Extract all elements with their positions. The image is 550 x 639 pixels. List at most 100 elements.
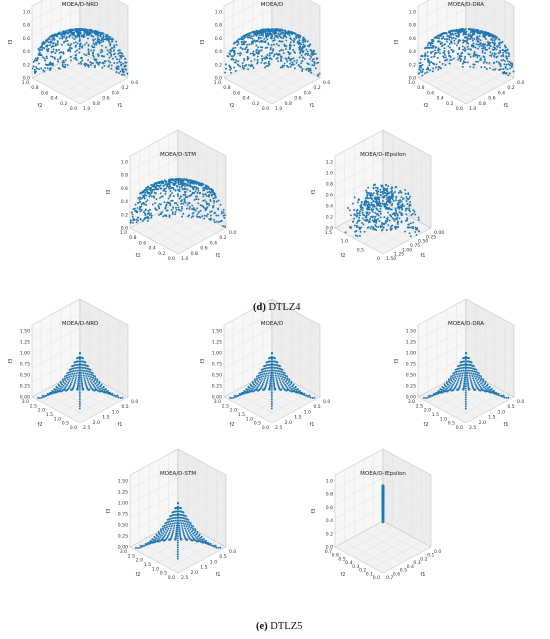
data-point	[252, 50, 255, 53]
data-point	[364, 199, 367, 202]
data-point	[167, 197, 170, 200]
data-point	[257, 380, 260, 383]
data-point	[447, 45, 450, 48]
data-point	[223, 214, 226, 217]
panel-title: MOEA/D-IEpsilon	[360, 152, 406, 158]
data-point	[498, 62, 501, 65]
y-tick-label: 0.0	[70, 425, 77, 431]
z-tick-label: 0.50	[212, 372, 222, 378]
data-point	[46, 39, 49, 42]
data-point	[168, 531, 171, 534]
data-point	[448, 52, 450, 55]
data-point	[282, 375, 284, 378]
data-point	[84, 381, 87, 384]
data-point	[269, 57, 272, 60]
data-point	[166, 525, 169, 528]
data-point	[135, 211, 138, 213]
data-point	[93, 58, 96, 61]
data-point	[170, 525, 173, 527]
data-point	[162, 532, 164, 535]
data-point	[144, 212, 147, 215]
x-axis-label: f1	[421, 253, 426, 259]
data-point	[366, 192, 369, 195]
data-point	[174, 189, 177, 192]
data-point	[32, 65, 35, 68]
data-point	[389, 228, 392, 231]
data-point	[110, 38, 113, 40]
data-point	[288, 386, 291, 389]
data-point	[356, 235, 359, 238]
x-tick-label: 0.50	[418, 239, 428, 245]
data-point	[103, 55, 106, 58]
data-point	[119, 51, 122, 54]
data-point	[382, 226, 385, 229]
data-point	[384, 192, 387, 195]
data-point	[171, 522, 174, 525]
z-tick-label: 0.0	[121, 226, 128, 232]
data-point	[82, 374, 85, 377]
data-point	[464, 405, 467, 408]
data-point	[134, 546, 137, 549]
data-point	[63, 61, 66, 64]
data-point	[50, 51, 53, 53]
data-point	[194, 529, 197, 532]
data-point	[240, 41, 243, 43]
grid-line	[354, 145, 403, 244]
x-tick-label: 0.8	[285, 101, 292, 107]
data-point	[378, 200, 381, 203]
data-point	[309, 396, 312, 399]
data-point	[373, 220, 376, 223]
grid-line	[139, 135, 188, 234]
data-point	[272, 39, 275, 42]
data-point	[420, 64, 423, 67]
data-point	[146, 192, 149, 195]
data-point	[71, 370, 73, 373]
data-point	[443, 38, 446, 41]
data-point	[318, 72, 321, 75]
data-point	[361, 207, 364, 210]
data-point	[255, 389, 258, 391]
data-point	[253, 39, 256, 42]
data-point	[61, 378, 64, 381]
data-point	[88, 370, 91, 373]
z-tick-label: 1.0	[409, 9, 416, 15]
data-point	[309, 48, 312, 51]
data-point	[270, 378, 273, 381]
data-point	[508, 72, 511, 75]
data-point	[113, 49, 116, 51]
data-point	[176, 530, 179, 533]
data-point	[234, 61, 236, 64]
x-tick-label: 0.0	[131, 80, 138, 86]
data-point	[389, 197, 392, 200]
data-point	[60, 51, 63, 54]
data-point	[166, 183, 169, 186]
grid-line	[262, 319, 311, 418]
data-point	[460, 377, 463, 379]
data-point	[462, 48, 465, 51]
data-point	[352, 220, 355, 223]
y-tick-label: 0.4	[242, 96, 249, 102]
z-tick-label: 1.00	[212, 350, 222, 356]
data-point	[72, 370, 75, 373]
data-point	[190, 194, 193, 196]
y-axis-label: f2	[341, 253, 346, 259]
grid-line	[446, 0, 495, 89]
data-point	[278, 50, 281, 52]
data-point	[272, 374, 275, 377]
data-point	[175, 206, 177, 209]
z-tick-label: 0.00	[118, 545, 128, 551]
grid-line	[334, 172, 432, 200]
data-point	[310, 56, 313, 58]
data-point	[244, 391, 247, 394]
data-point	[298, 56, 301, 59]
data-point	[265, 65, 268, 68]
data-point	[486, 44, 488, 47]
data-point	[209, 200, 212, 202]
data-point	[277, 44, 280, 47]
data-point	[150, 216, 153, 219]
data-point	[307, 395, 310, 398]
data-point	[473, 375, 476, 378]
data-point	[289, 37, 292, 40]
data-point	[160, 195, 163, 198]
data-point	[121, 73, 123, 76]
